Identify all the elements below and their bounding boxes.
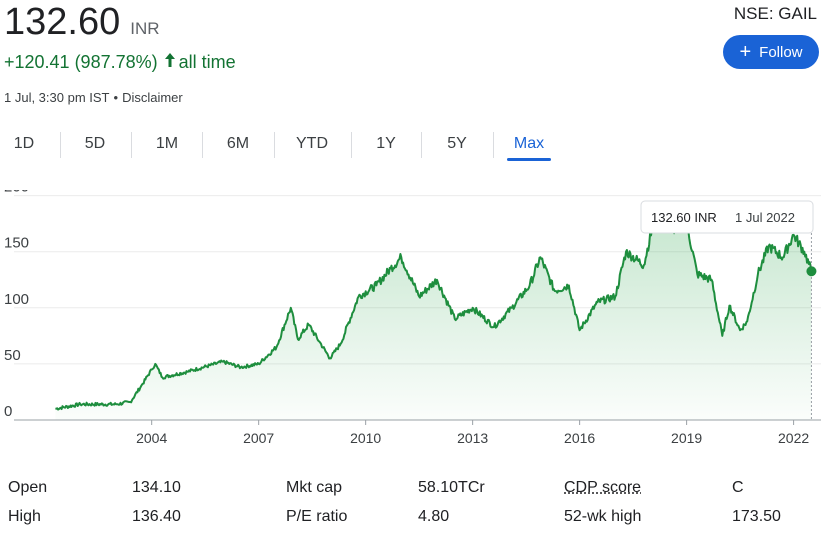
tab-divider — [202, 132, 203, 158]
currency-label: INR — [130, 19, 160, 38]
x-tick-label: 2016 — [564, 430, 595, 446]
y-axis-labels: 0 50 100 150 200 — [4, 190, 29, 420]
tab-divider — [131, 132, 132, 158]
x-tick-label: 2019 — [671, 430, 702, 446]
timestamp-row: 1 Jul, 3:30 pm IST • Disclaimer — [4, 90, 183, 105]
timestamp: 1 Jul, 3:30 pm IST — [4, 90, 110, 105]
y-tick-label: 50 — [4, 347, 21, 364]
y-tick-label: 200 — [4, 190, 29, 196]
disclaimer-link[interactable]: Disclaimer — [122, 90, 183, 105]
stat-label-52wk-high: 52-wk high — [564, 508, 642, 525]
tab-divider — [493, 132, 494, 158]
separator-dot: • — [113, 90, 119, 105]
tab-divider — [421, 132, 422, 158]
tab-1y[interactable]: 1Y — [376, 135, 396, 152]
range-tabs: 1D 5D 1M 6M YTD 1Y 5Y Max — [0, 128, 560, 164]
follow-label: Follow — [759, 43, 803, 61]
follow-button[interactable]: + Follow — [723, 35, 819, 69]
tab-divider — [351, 132, 352, 158]
tooltip-box — [640, 200, 814, 234]
x-tick-label: 2013 — [457, 430, 488, 446]
stat-label-open: Open — [8, 479, 48, 496]
stat-value-mkt-cap: 58.10TCr — [418, 479, 485, 496]
x-axis-labels: 2004 2007 2010 2013 2016 2019 2022 — [136, 420, 809, 446]
y-tick-label: 100 — [4, 291, 29, 308]
stat-label-cdp-score[interactable]: CDP score — [564, 479, 642, 496]
stat-value-pe-ratio: 4.80 — [418, 508, 450, 525]
stat-value-cdp-score: C — [732, 479, 744, 496]
period-label: all time — [178, 52, 236, 72]
ticker-symbol: NSE: GAIL — [733, 4, 817, 23]
active-tab-indicator — [507, 158, 551, 161]
x-tick-label: 2007 — [243, 430, 274, 446]
plus-icon: + — [739, 41, 752, 63]
stat-value-52wk-high: 173.50 — [732, 508, 781, 525]
tab-max[interactable]: Max — [513, 135, 545, 152]
stats-table: Open 134.10 High 136.40 Mkt cap 58.10TCr… — [0, 474, 823, 530]
tab-5d[interactable]: 5D — [84, 135, 106, 152]
stat-value-high: 136.40 — [132, 508, 181, 525]
tab-5y[interactable]: 5Y — [447, 135, 467, 152]
x-tick-label: 2004 — [136, 430, 167, 446]
price-chart[interactable]: 0 50 100 150 200 2004 2007 2010 2013 2016 2019 202… — [0, 190, 823, 455]
price-change-row: +120.41 (987.78%) all time — [4, 52, 236, 73]
stat-value-open: 134.10 — [132, 479, 181, 496]
tooltip-date: 1 Jul 2022 — [735, 210, 795, 225]
price-area — [55, 214, 812, 420]
y-tick-label: 150 — [4, 235, 29, 252]
tab-divider — [274, 132, 275, 158]
stat-label-pe-ratio: P/E ratio — [286, 508, 348, 525]
price-tooltip: 132.60 INR 1 Jul 2022 — [640, 200, 814, 234]
tab-1d[interactable]: 1D — [13, 135, 35, 152]
tab-divider — [60, 132, 61, 158]
tab-6m[interactable]: 6M — [226, 135, 250, 152]
price-header: 132.60 INR — [4, 0, 160, 44]
x-tick-label: 2022 — [778, 430, 809, 446]
tab-1m[interactable]: 1M — [155, 135, 179, 152]
current-price: 132.60 — [4, 1, 121, 43]
y-tick-label: 0 — [4, 403, 12, 420]
stat-label-high: High — [8, 508, 41, 525]
arrow-up-icon — [164, 52, 176, 73]
stat-label-mkt-cap: Mkt cap — [286, 479, 343, 496]
tooltip-value: 132.60 INR — [651, 210, 717, 225]
last-point-marker — [806, 266, 817, 277]
tab-ytd[interactable]: YTD — [296, 135, 328, 152]
x-tick-label: 2010 — [350, 430, 381, 446]
price-change: +120.41 (987.78%) — [4, 52, 158, 72]
